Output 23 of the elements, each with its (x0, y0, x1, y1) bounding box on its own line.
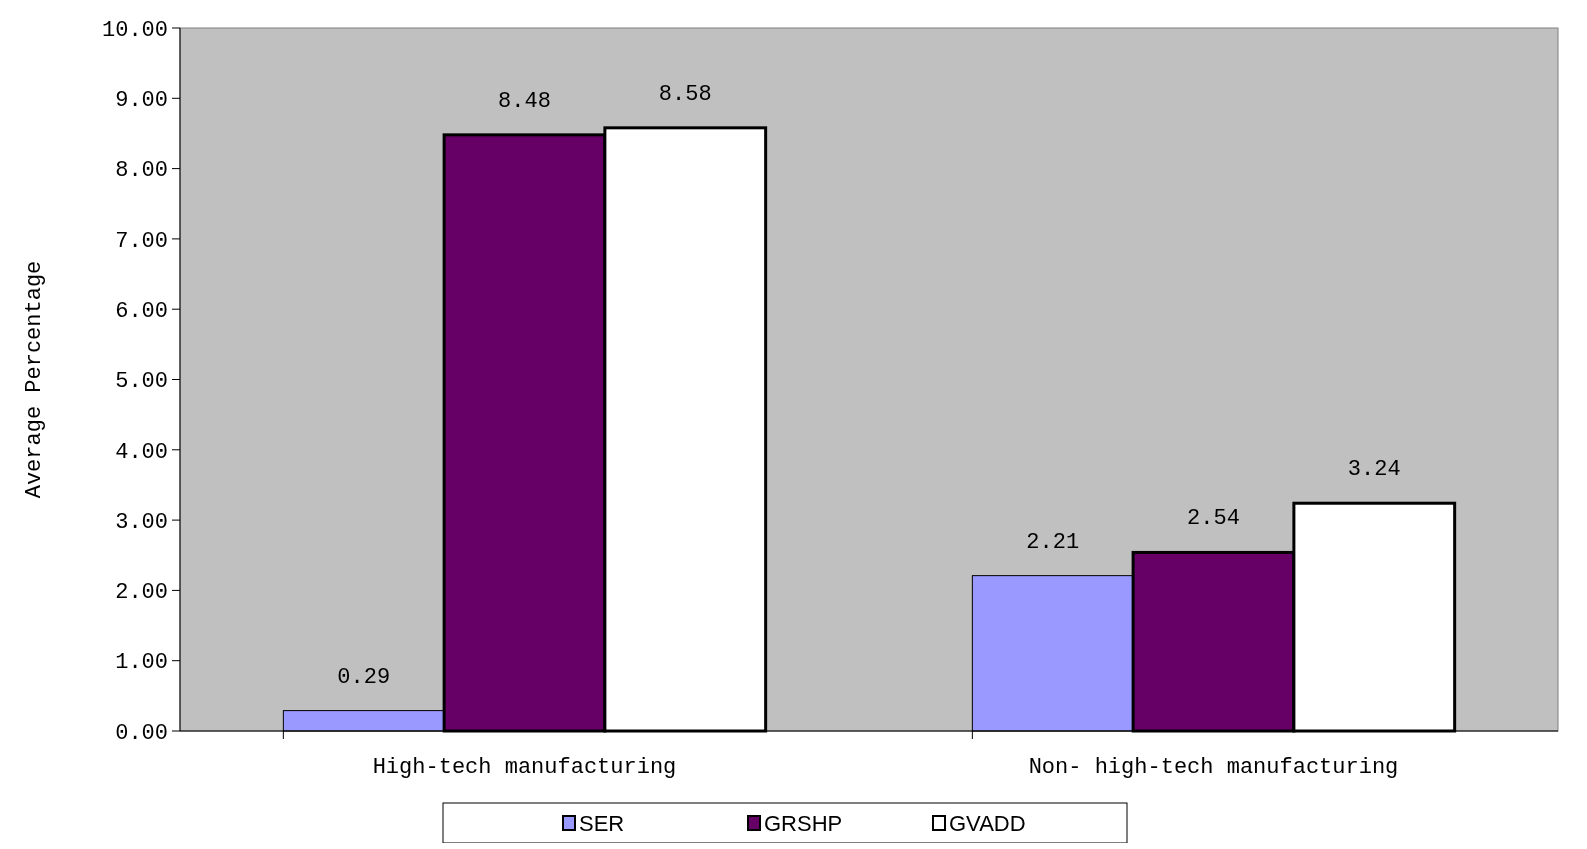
y-tick-label: 10.00 (101, 17, 168, 43)
y-tick-label: 7.00 (115, 228, 168, 254)
y-tick-label: 1.00 (115, 650, 168, 676)
y-tick-label: 0.00 (115, 720, 168, 746)
y-tick-label: 5.00 (115, 369, 168, 395)
legend-label: SER (579, 810, 625, 836)
data-label: 2.54 (1187, 506, 1240, 532)
x-tick-label: High-tech manufacturing (372, 755, 677, 780)
data-label: 2.21 (1026, 529, 1080, 555)
y-tick-label: 6.00 (115, 298, 168, 324)
data-label: 8.58 (658, 81, 712, 107)
y-axis-title: Average Percentage (22, 260, 47, 499)
y-tick-label: 2.00 (115, 580, 168, 606)
y-tick-label: 4.00 (115, 439, 168, 465)
data-label: 0.29 (337, 664, 391, 690)
y-tick-label: 8.00 (115, 158, 168, 184)
data-label: 8.48 (498, 88, 551, 114)
legend-label: GRSHP (764, 810, 843, 836)
legend-label: GVADD (949, 810, 1026, 836)
x-tick-label: Non- high-tech manufacturing (1028, 755, 1399, 780)
y-tick-label: 3.00 (115, 509, 168, 535)
data-label: 3.24 (1347, 457, 1401, 483)
y-tick-label: 9.00 (115, 88, 168, 113)
